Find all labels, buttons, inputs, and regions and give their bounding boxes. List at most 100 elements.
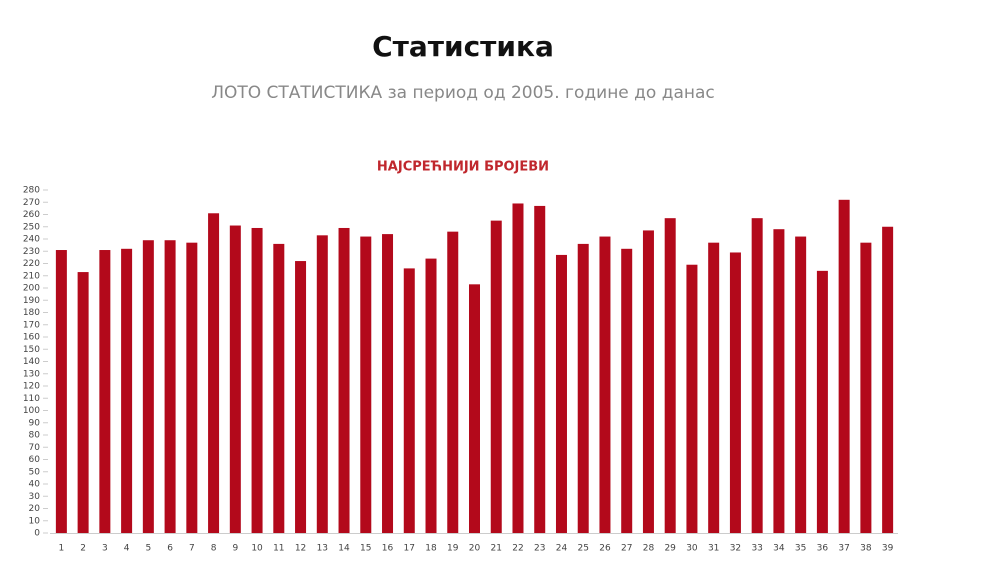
y-tick-label: 170 [23, 320, 40, 330]
bar [469, 284, 480, 533]
y-tick-label: 160 [23, 333, 40, 343]
x-tick-label: 32 [730, 544, 741, 554]
bar [403, 268, 415, 533]
bar [882, 226, 894, 533]
x-tick-label: 1 [59, 544, 65, 554]
x-tick-label: 16 [382, 544, 394, 554]
bar [816, 270, 828, 533]
bar [425, 258, 437, 533]
x-tick-label: 6 [167, 544, 173, 554]
x-tick-label: 24 [556, 544, 568, 554]
x-tick-label: 14 [338, 544, 350, 554]
x-tick-label: 17 [404, 544, 415, 554]
x-tick-label: 30 [686, 544, 698, 554]
bar [664, 218, 676, 534]
x-tick-label: 3 [102, 544, 108, 554]
bar [121, 248, 133, 534]
y-tick-label: 50 [29, 467, 41, 477]
page-title: Статистика [372, 30, 554, 63]
y-tick-label: 250 [23, 222, 40, 232]
x-tick-label: 5 [145, 544, 151, 554]
x-tick-label: 35 [795, 544, 806, 554]
y-tick-label: 140 [23, 357, 40, 367]
bar [164, 240, 176, 533]
x-tick-label: 9 [232, 544, 238, 554]
x-tick-label: 2 [80, 544, 86, 554]
y-tick-label: 30 [29, 492, 41, 502]
bar [360, 236, 372, 534]
y-tick-label: 280 [23, 186, 40, 196]
y-tick-label: 260 [23, 210, 40, 220]
x-tick-label: 20 [469, 544, 481, 554]
x-tick-label: 13 [317, 544, 328, 554]
bar [795, 236, 807, 534]
x-tick-label: 26 [599, 544, 611, 554]
x-tick-label: 34 [773, 544, 785, 554]
x-tick-label: 8 [211, 544, 217, 554]
x-tick-label: 36 [817, 544, 829, 554]
bar [686, 264, 698, 533]
x-tick-label: 18 [425, 544, 437, 554]
x-tick-label: 27 [621, 544, 632, 554]
x-tick-label: 38 [860, 544, 872, 554]
y-tick-label: 180 [23, 308, 40, 318]
bar [577, 243, 589, 533]
y-tick-label: 90 [29, 418, 41, 428]
bar [229, 225, 241, 533]
bar [142, 240, 154, 533]
y-tick-label: 40 [29, 480, 41, 490]
y-tick-label: 60 [29, 455, 41, 465]
bar [555, 254, 567, 534]
bar [751, 218, 763, 534]
x-tick-label: 15 [360, 544, 371, 554]
bar [838, 199, 850, 534]
y-tick-label: 120 [23, 382, 40, 392]
y-tick-label: 20 [29, 504, 41, 514]
bar [708, 242, 720, 534]
y-tick-label: 70 [29, 443, 41, 453]
x-tick-label: 22 [512, 544, 523, 554]
x-tick-label: 33 [751, 544, 762, 554]
y-tick-label: 190 [23, 296, 40, 306]
x-tick-label: 31 [708, 544, 719, 554]
y-tick-label: 110 [23, 394, 40, 404]
bar [621, 248, 633, 534]
y-tick-label: 80 [29, 431, 41, 441]
bar [773, 229, 785, 533]
x-tick-label: 23 [534, 544, 545, 554]
bar [273, 243, 285, 533]
x-tick-label: 39 [882, 544, 894, 554]
y-tick-label: 210 [23, 271, 40, 281]
bar [251, 227, 263, 533]
y-tick-label: 100 [23, 406, 40, 416]
bar [99, 250, 111, 533]
bar [77, 272, 89, 533]
bar [447, 231, 459, 533]
y-tick-label: 240 [23, 235, 40, 245]
x-tick-label: 25 [577, 544, 588, 554]
bar [382, 234, 394, 533]
x-tick-label: 21 [491, 544, 502, 554]
bar [490, 220, 502, 533]
bar [642, 230, 654, 534]
bar [208, 213, 220, 533]
x-tick-label: 10 [251, 544, 263, 554]
y-tick-label: 10 [29, 516, 41, 526]
x-tick-label: 4 [124, 544, 130, 554]
x-tick-label: 7 [189, 544, 195, 554]
y-tick-label: 200 [23, 284, 40, 294]
x-tick-label: 19 [447, 544, 459, 554]
y-tick-label: 220 [23, 259, 40, 269]
y-tick-label: 230 [23, 247, 40, 257]
y-tick-label: 270 [23, 198, 40, 208]
y-tick-label: 150 [23, 345, 40, 355]
x-tick-label: 11 [273, 544, 284, 554]
y-tick-label: 0 [34, 529, 40, 539]
y-tick-label: 130 [23, 369, 40, 379]
x-tick-label: 37 [838, 544, 849, 554]
bar [729, 252, 741, 533]
bar [316, 235, 328, 533]
bar [512, 203, 524, 533]
